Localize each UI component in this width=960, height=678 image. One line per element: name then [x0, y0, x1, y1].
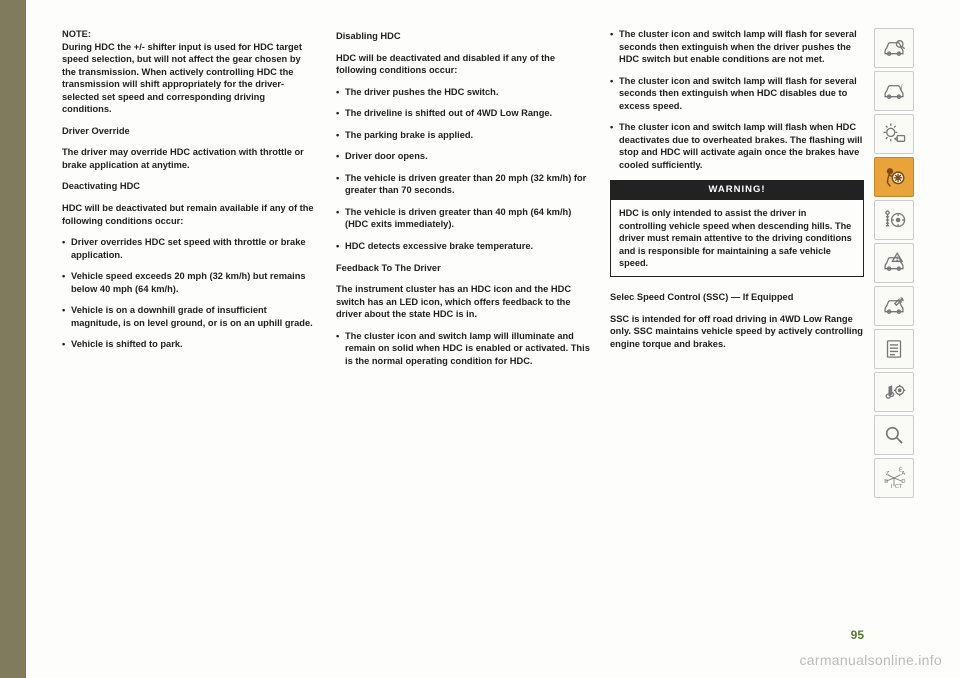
- list-item: The cluster icon and switch lamp will fl…: [610, 28, 864, 66]
- nav-icon-car-search[interactable]: [874, 28, 914, 68]
- list-item: Driver door opens.: [336, 150, 590, 163]
- nav-icon-index[interactable]: ZBICTDAE: [874, 458, 914, 498]
- list-item: The cluster icon and switch lamp will fl…: [610, 75, 864, 113]
- nav-icon-car-warning[interactable]: [874, 243, 914, 283]
- section-icon-rail: i ZBICTDAE: [874, 28, 914, 498]
- car-warning-icon: [881, 250, 907, 276]
- nav-icon-search[interactable]: [874, 415, 914, 455]
- svg-text:i: i: [901, 82, 903, 91]
- svg-text:I: I: [891, 484, 893, 490]
- car-info-icon: i: [881, 78, 907, 104]
- page-number: 95: [851, 628, 864, 642]
- para-disabling-intro: HDC will be deactivated and disabled if …: [336, 52, 590, 77]
- list-item: Vehicle is on a downhill grade of insuff…: [62, 304, 316, 329]
- media-nav-icon: [881, 379, 907, 405]
- para-ssc: SSC is intended for off road driving in …: [610, 313, 864, 351]
- nav-icon-airbag-active[interactable]: [874, 157, 914, 197]
- list-item: Driver overrides HDC set speed with thro…: [62, 236, 316, 261]
- warning-title: WARNING!: [611, 181, 863, 200]
- para-driver-override: The driver may override HDC activation w…: [62, 146, 316, 171]
- nav-icon-gauge-wheel[interactable]: [874, 200, 914, 240]
- nav-icon-document[interactable]: [874, 329, 914, 369]
- document-icon: [881, 336, 907, 362]
- list-item: Vehicle is shifted to park.: [62, 338, 316, 351]
- indicator-light-icon: [881, 121, 907, 147]
- heading-deactivating-hdc: Deactivating HDC: [62, 180, 316, 193]
- list-item: HDC detects excessive brake temperature.: [336, 240, 590, 253]
- nav-icon-indicator-light[interactable]: [874, 114, 914, 154]
- nav-icon-car-info[interactable]: i: [874, 71, 914, 111]
- column-1: NOTE: During HDC the +/- shifter input i…: [62, 28, 316, 614]
- note-label: NOTE:: [62, 29, 91, 39]
- column-3: The cluster icon and switch lamp will fl…: [610, 28, 864, 614]
- para-deactivating-intro: HDC will be deactivated but remain avail…: [62, 202, 316, 227]
- svg-text:E: E: [899, 468, 903, 474]
- car-search-icon: [881, 35, 907, 61]
- list-item: The cluster icon and switch lamp will il…: [336, 330, 590, 368]
- list-item: Vehicle speed exceeds 20 mph (32 km/h) b…: [62, 270, 316, 295]
- content-columns: NOTE: During HDC the +/- shifter input i…: [62, 28, 864, 614]
- list-item: The driver pushes the HDC switch.: [336, 86, 590, 99]
- heading-ssc: Selec Speed Control (SSC) — If Equipped: [610, 291, 864, 304]
- index-icon: ZBICTDAE: [881, 465, 907, 491]
- list-item: The vehicle is driven greater than 40 mp…: [336, 206, 590, 231]
- note-block: NOTE: During HDC the +/- shifter input i…: [62, 28, 316, 116]
- warning-box: WARNING! HDC is only intended to assist …: [610, 180, 864, 277]
- car-service-icon: [881, 293, 907, 319]
- list-item: The driveline is shifted out of 4WD Low …: [336, 107, 590, 120]
- page: NOTE: During HDC the +/- shifter input i…: [0, 0, 960, 678]
- svg-text:B: B: [884, 479, 888, 485]
- gauge-wheel-icon: [881, 207, 907, 233]
- list-item: The cluster icon and switch lamp will fl…: [610, 121, 864, 171]
- para-feedback-intro: The instrument cluster has an HDC icon a…: [336, 283, 590, 321]
- watermark: carmanualsonline.info: [800, 652, 943, 668]
- note-body: During HDC the +/- shifter input is used…: [62, 42, 302, 115]
- list-item: The vehicle is driven greater than 20 mp…: [336, 172, 590, 197]
- nav-icon-car-service[interactable]: [874, 286, 914, 326]
- airbag-icon: [881, 164, 907, 190]
- column-2: Disabling HDC HDC will be deactivated an…: [336, 28, 590, 614]
- svg-text:D: D: [901, 479, 905, 485]
- nav-icon-media-nav[interactable]: [874, 372, 914, 412]
- heading-driver-override: Driver Override: [62, 125, 316, 138]
- heading-feedback: Feedback To The Driver: [336, 262, 590, 275]
- list-item: The parking brake is applied.: [336, 129, 590, 142]
- warning-body: HDC is only intended to assist the drive…: [611, 200, 863, 276]
- heading-disabling-hdc: Disabling HDC: [336, 30, 590, 43]
- left-margin-stripe: [0, 0, 26, 678]
- search-icon: [881, 422, 907, 448]
